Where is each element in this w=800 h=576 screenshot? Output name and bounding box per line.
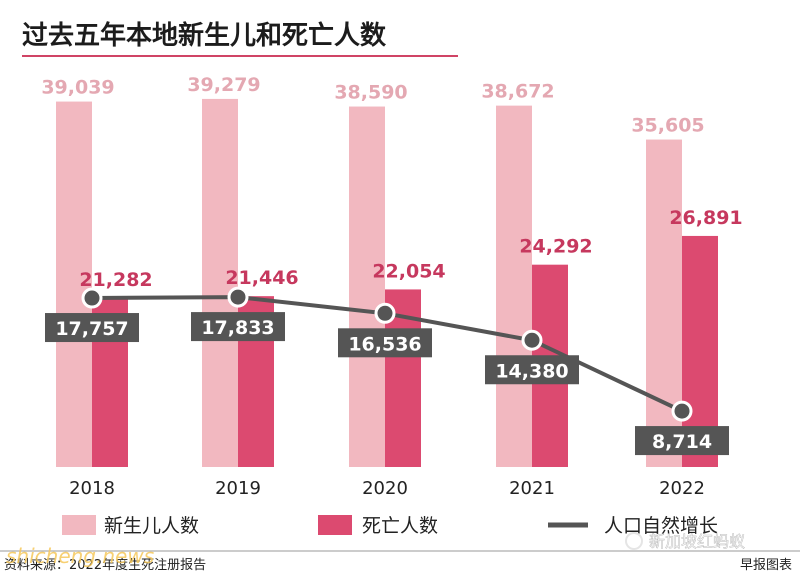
wechat-watermark-text: 新加坡红蚂蚁: [649, 532, 745, 551]
natural-increase-data-label: 17,833: [201, 317, 274, 339]
x-tick-label: 2020: [362, 478, 408, 499]
chart-title: 过去五年本地新生儿和死亡人数: [22, 20, 387, 51]
natural-increase-label-box: [338, 328, 432, 358]
bars-group: 39,039 21,282 39,279 21,446 38,590 22,054 38,6…: [41, 74, 743, 468]
births-data-label: 39,039: [41, 77, 114, 99]
deaths-data-label: 24,292: [519, 236, 592, 258]
wechat-logo-icon: [625, 532, 643, 550]
natural-increase-point: [374, 302, 396, 324]
natural-increase-point: [521, 329, 543, 351]
births-data-label: 38,672: [481, 81, 554, 103]
legend-births-swatch: [62, 515, 96, 535]
deaths-data-label: 21,282: [79, 269, 152, 291]
births-bar: [349, 106, 385, 467]
natural-increase-label-box: [635, 426, 729, 456]
legend-births-label: 新生儿人数: [104, 515, 199, 537]
natural-increase-point: [671, 400, 693, 422]
x-tick-label: 2019: [215, 478, 261, 499]
natural-increase-data-label: 17,757: [55, 318, 128, 340]
x-tick-label: 2021: [509, 478, 555, 499]
x-tick-label: 2022: [659, 478, 705, 499]
births-bar: [202, 98, 238, 467]
x-tick-label: 2018: [69, 478, 115, 499]
credit-note: 早报图表: [740, 558, 792, 573]
births-bar: [496, 105, 532, 468]
births-data-label: 39,279: [187, 74, 260, 96]
births-data-label: 38,590: [334, 82, 407, 104]
natural-increase-label-box: [45, 313, 139, 343]
x-axis: 2018 2019 2020 2021 2022: [69, 478, 705, 499]
legend-deaths-swatch: [318, 515, 352, 535]
legend: 新生儿人数 死亡人数 人口自然增长: [62, 515, 718, 537]
deaths-data-label: 22,054: [372, 260, 445, 282]
natural-increase-data-label: 16,536: [348, 333, 421, 355]
natural-increase-data-label: 8,714: [652, 431, 712, 453]
natural-increase-point: [81, 287, 103, 309]
natural-increase-label-box: [485, 355, 579, 385]
natural-increase-label-box: [191, 312, 285, 342]
source-note: 资料来源：2022年度生死注册报告: [4, 557, 206, 573]
site-watermark: shicheng.news: [6, 544, 154, 568]
deaths-data-label: 21,446: [225, 267, 298, 289]
deaths-data-label: 26,891: [669, 207, 742, 229]
wechat-watermark: 新加坡红蚂蚁: [625, 532, 745, 551]
legend-deaths-label: 死亡人数: [362, 515, 438, 537]
births-bar: [56, 101, 92, 467]
natural-increase-point: [227, 286, 249, 308]
births-data-label: 35,605: [631, 115, 704, 137]
natural-increase-line-group: 17,757 17,833 16,536 14,380 8,714: [45, 286, 729, 456]
legend-line-label: 人口自然增长: [604, 515, 718, 537]
natural-increase-data-label: 14,380: [495, 360, 568, 382]
